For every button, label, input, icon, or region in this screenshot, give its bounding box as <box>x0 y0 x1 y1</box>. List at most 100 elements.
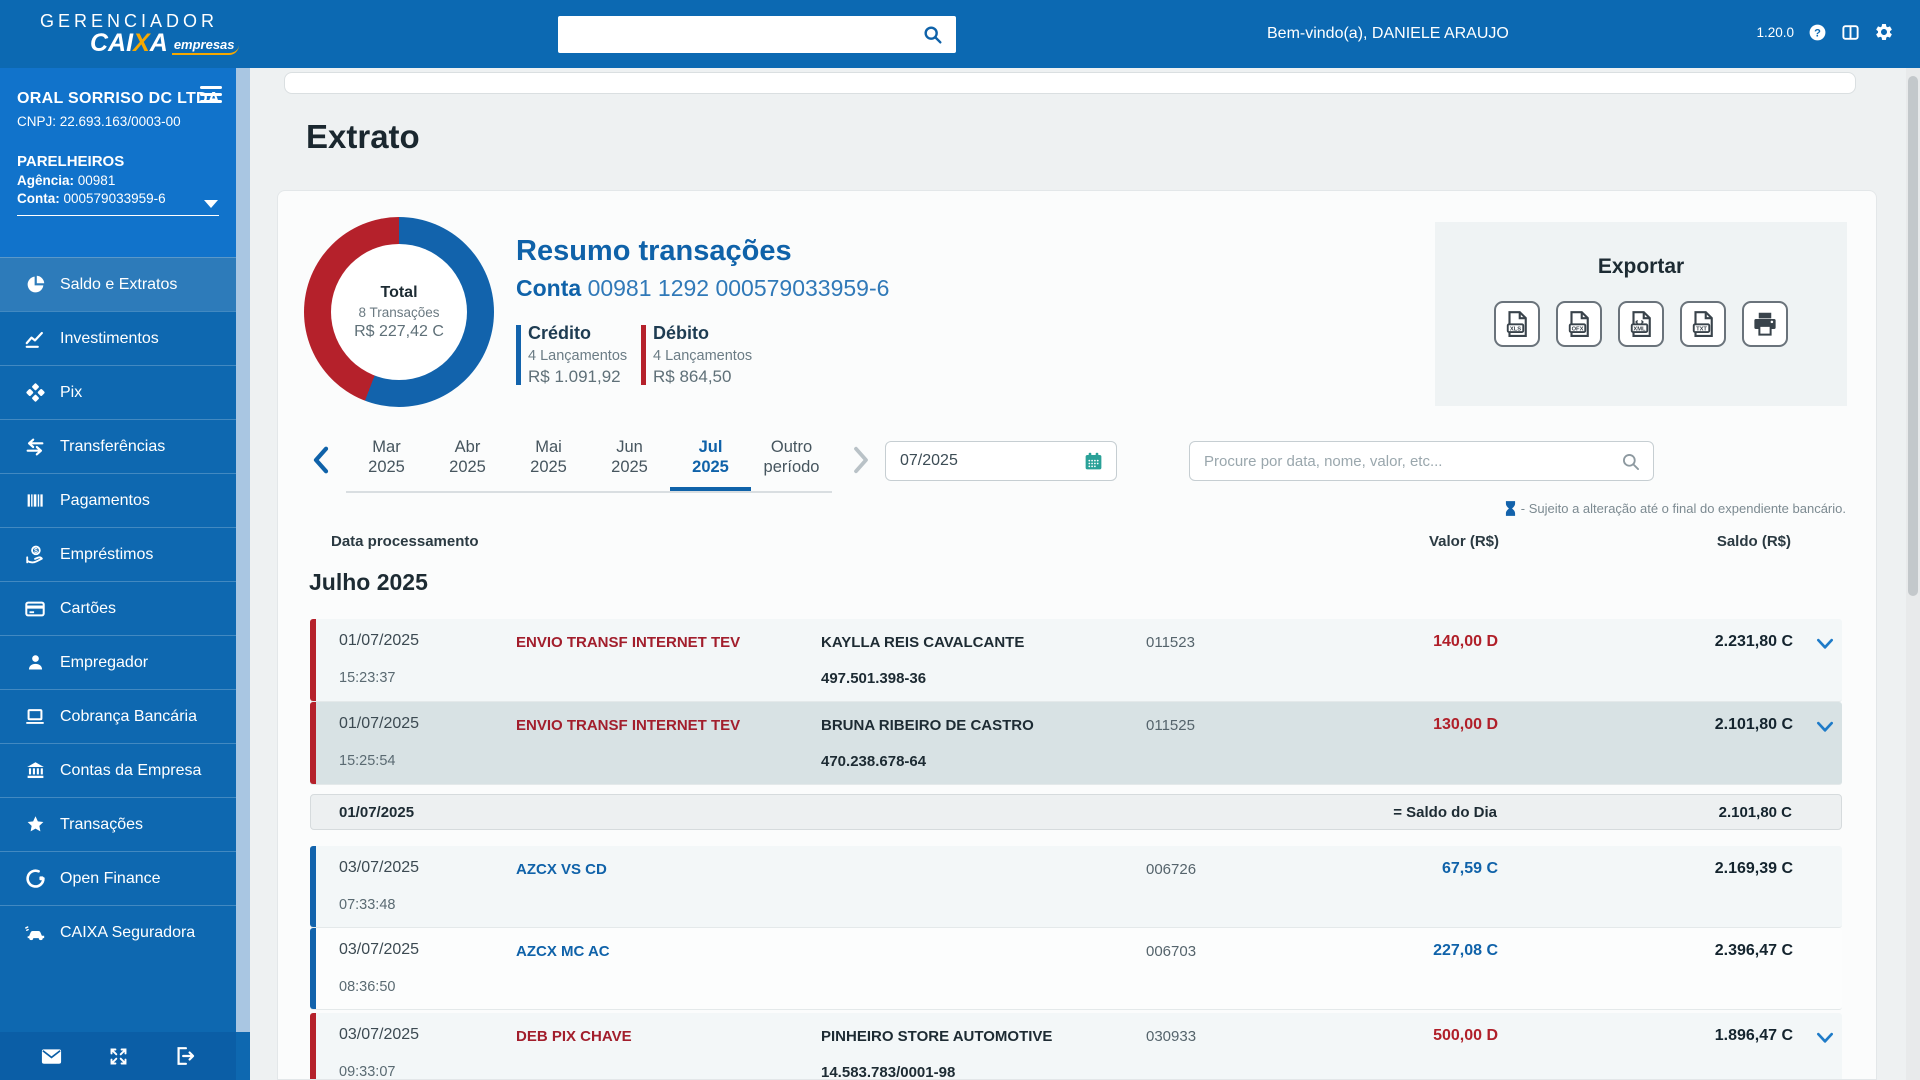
loan-hand-icon: $ <box>24 544 46 566</box>
filter-search-icon[interactable] <box>1621 452 1641 472</box>
transaction-row[interactable]: 03/07/2025 07:33:48 AZCX VS CD 006726 67… <box>310 846 1842 928</box>
month-date-input[interactable] <box>900 443 1060 479</box>
credit-indicator-bar <box>310 928 316 1009</box>
caixa-logo: GERENCIADOR CAIXAempresas <box>40 11 239 58</box>
sidebar-item-open-finance[interactable]: Open Finance <box>0 851 236 905</box>
transaction-row[interactable]: 03/07/2025 09:33:07 DEB PIX CHAVE PINHEI… <box>310 1013 1842 1080</box>
summary-account: Conta 00981 1292 000579033959-6 <box>516 275 889 302</box>
agency-number: 00981 <box>78 173 116 188</box>
transaction-filter-input[interactable] <box>1204 443 1604 479</box>
sidebar-item-transferencias[interactable]: Transferências <box>0 419 236 473</box>
sidebar-item-transacoes[interactable]: Transações <box>0 797 236 851</box>
calendar-icon[interactable] <box>1083 451 1104 472</box>
divider <box>17 215 219 216</box>
total-transactions-count: 8 Transações <box>358 305 439 320</box>
account-dropdown-caret[interactable] <box>204 200 218 208</box>
svg-text:XLS: XLS <box>1510 326 1521 332</box>
month-date-field <box>885 441 1117 481</box>
export-ofx-button[interactable]: OFX <box>1556 301 1602 347</box>
company-cnpj: CNPJ: 22.693.163/0003-00 <box>17 114 222 129</box>
page-scrollbar-thumb[interactable] <box>1908 76 1918 596</box>
sidebar-item-cartoes[interactable]: Cartões <box>0 581 236 635</box>
sidebar-item-cobranca-bancaria[interactable]: Cobrança Bancária <box>0 689 236 743</box>
svg-text:TXT: TXT <box>1696 326 1707 332</box>
expand-row-chevron-icon[interactable] <box>1815 1031 1835 1045</box>
transaction-row[interactable]: 01/07/2025 15:23:37 ENVIO TRANSF INTERNE… <box>310 619 1842 702</box>
summary-account-number: 00981 1292 000579033959-6 <box>588 275 890 301</box>
star-icon <box>24 814 46 836</box>
expand-icon[interactable] <box>108 1046 129 1067</box>
company-panel: ORAL SORRISO DC LTDA CNPJ: 22.693.163/00… <box>0 68 236 257</box>
summary-donut: Total 8 Transações R$ 227,42 C <box>304 217 494 407</box>
sidebar-bottom-bar <box>0 1032 236 1080</box>
svg-text:XML: XML <box>1633 326 1646 332</box>
account-number: 000579033959-6 <box>64 191 166 206</box>
transaction-row-selected[interactable]: 01/07/2025 15:25:54 ENVIO TRANSF INTERNE… <box>310 702 1842 785</box>
layout-columns-icon[interactable] <box>1841 23 1860 42</box>
global-search-input[interactable] <box>558 16 956 53</box>
printer-icon <box>1750 309 1780 339</box>
debit-summary: Débito 4 Lançamentos R$ 864,50 <box>641 323 752 387</box>
sidebar: ORAL SORRISO DC LTDA CNPJ: 22.693.163/00… <box>0 68 250 1080</box>
credit-indicator-bar <box>310 846 316 927</box>
export-xml-button[interactable]: XML <box>1618 301 1664 347</box>
export-txt-button[interactable]: TXT <box>1680 301 1726 347</box>
tab-jun-2025[interactable]: Jun2025 <box>589 429 670 491</box>
hamburger-menu-icon[interactable] <box>200 86 222 103</box>
help-icon[interactable]: ? <box>1808 23 1827 42</box>
logo-empresas: empresas <box>172 37 239 55</box>
credit-card-icon <box>24 598 46 620</box>
total-value: R$ 227,42 C <box>354 323 444 341</box>
person-icon <box>24 652 46 674</box>
debit-bar <box>641 325 646 385</box>
sidebar-item-emprestimos[interactable]: $ Empréstimos <box>0 527 236 581</box>
car-icon <box>24 922 46 944</box>
debit-indicator-bar <box>310 619 316 701</box>
col-header-value: Valor (R$) <box>1429 533 1499 550</box>
sidebar-scrollbar[interactable] <box>236 68 250 1032</box>
page-title: Extrato <box>306 118 420 156</box>
expand-row-chevron-icon[interactable] <box>1815 720 1835 734</box>
settings-gear-icon[interactable] <box>1874 22 1894 42</box>
branch-name: PARELHEIROS <box>17 153 222 170</box>
sidebar-item-empregador[interactable]: Empregador <box>0 635 236 689</box>
logout-icon[interactable] <box>174 1045 196 1067</box>
expand-row-chevron-icon[interactable] <box>1815 637 1835 651</box>
debit-indicator-bar <box>310 1013 316 1080</box>
search-icon[interactable] <box>922 24 944 46</box>
pix-icon <box>24 382 46 404</box>
global-search <box>558 16 956 53</box>
sidebar-item-pix[interactable]: Pix <box>0 365 236 419</box>
sidebar-item-investimentos[interactable]: Investimentos <box>0 311 236 365</box>
tab-jul-2025-active[interactable]: Jul2025 <box>670 429 751 491</box>
next-period-chevron-icon[interactable] <box>848 445 874 475</box>
sidebar-item-caixa-seguradora[interactable]: CAIXA Seguradora <box>0 905 236 959</box>
sidebar-item-pagamentos[interactable]: Pagamentos <box>0 473 236 527</box>
mail-icon[interactable] <box>40 1045 63 1068</box>
tab-mar-2025[interactable]: Mar2025 <box>346 429 427 491</box>
debit-indicator-bar <box>310 702 316 784</box>
period-tabs: Mar2025 Abr2025 Mai2025 Jun2025 Jul2025 … <box>346 429 832 493</box>
open-finance-icon <box>24 868 46 890</box>
export-panel: Exportar XLS OFX XML TXT <box>1435 222 1847 406</box>
prev-period-chevron-icon[interactable] <box>308 445 334 475</box>
credit-summary: Crédito 4 Lançamentos R$ 1.091,92 <box>516 323 627 387</box>
transaction-filter-field <box>1189 441 1654 481</box>
debit-total: R$ 864,50 <box>653 367 752 387</box>
laptop-icon <box>24 706 46 728</box>
collapsed-panel-edge <box>284 72 1856 94</box>
tab-outro-periodo[interactable]: Outroperíodo <box>751 429 832 491</box>
pie-chart-icon <box>24 274 46 296</box>
barcode-icon <box>24 490 46 512</box>
export-title: Exportar <box>1435 255 1847 279</box>
print-button[interactable] <box>1742 301 1788 347</box>
tab-abr-2025[interactable]: Abr2025 <box>427 429 508 491</box>
tab-mai-2025[interactable]: Mai2025 <box>508 429 589 491</box>
transaction-row[interactable]: 03/07/2025 08:36:50 AZCX MC AC 006703 22… <box>310 928 1842 1010</box>
export-xls-button[interactable]: XLS <box>1494 301 1540 347</box>
sidebar-item-saldo-e-extratos[interactable]: Saldo e Extratos <box>0 257 236 311</box>
svg-text:$: $ <box>34 547 38 554</box>
sidebar-item-contas-da-empresa[interactable]: Contas da Empresa <box>0 743 236 797</box>
sidebar-menu: Saldo e Extratos Investimentos Pix Trans… <box>0 257 236 959</box>
app-version: 1.20.0 <box>1756 25 1794 40</box>
